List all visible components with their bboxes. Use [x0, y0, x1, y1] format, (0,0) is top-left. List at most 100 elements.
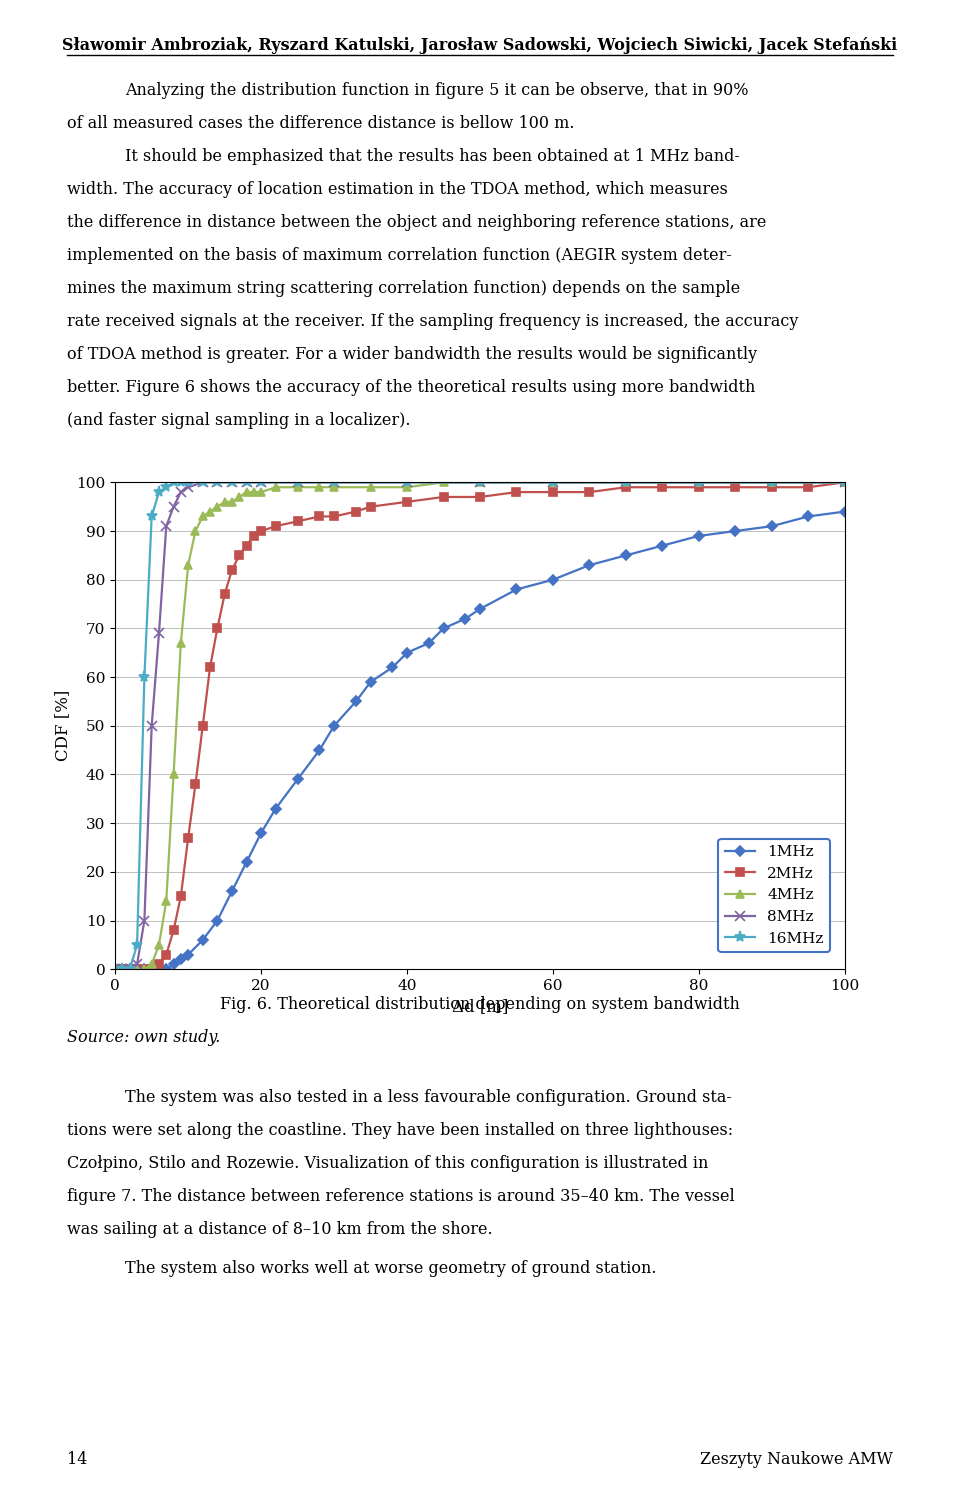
4MHz: [270, 478, 281, 496]
8MHz: [401, 473, 413, 491]
2MHz: [109, 960, 121, 978]
16MHz: [620, 473, 632, 491]
1MHz: [168, 956, 180, 974]
1MHz: [241, 854, 252, 872]
2MHz: [584, 484, 595, 502]
8MHz: [255, 473, 267, 491]
Line: 4MHz: 4MHz: [111, 478, 849, 974]
1MHz: [387, 659, 398, 677]
16MHz: [168, 473, 180, 491]
2MHz: [292, 512, 303, 530]
2MHz: [204, 659, 216, 677]
1MHz: [657, 536, 668, 554]
Y-axis label: CDF [%]: CDF [%]: [54, 691, 71, 761]
1MHz: [401, 644, 413, 662]
4MHz: [328, 478, 340, 496]
1MHz: [132, 960, 143, 978]
1MHz: [423, 634, 435, 652]
4MHz: [197, 508, 208, 526]
1MHz: [270, 800, 281, 818]
Text: the difference in distance between the object and neighboring reference stations: the difference in distance between the o…: [67, 214, 767, 231]
2MHz: [255, 523, 267, 541]
8MHz: [154, 625, 165, 643]
4MHz: [132, 960, 143, 978]
1MHz: [211, 912, 223, 930]
Line: 16MHz: 16MHz: [109, 476, 851, 975]
2MHz: [365, 497, 376, 515]
Text: Analyzing the distribution function in figure 5 it can be observe, that in 90%: Analyzing the distribution function in f…: [125, 82, 748, 99]
Text: Source: own study.: Source: own study.: [67, 1029, 221, 1046]
4MHz: [138, 960, 150, 978]
Text: mines the maximum string scattering correlation function) depends on the sample: mines the maximum string scattering corr…: [67, 280, 740, 297]
4MHz: [547, 473, 559, 491]
2MHz: [219, 586, 230, 604]
Text: Fig. 6. Theoretical distribution depending on system bandwidth: Fig. 6. Theoretical distribution dependi…: [220, 996, 740, 1013]
4MHz: [154, 936, 165, 954]
4MHz: [117, 960, 129, 978]
1MHz: [154, 960, 165, 978]
1MHz: [160, 960, 172, 978]
4MHz: [182, 556, 194, 574]
1MHz: [365, 673, 376, 691]
16MHz: [154, 484, 165, 502]
4MHz: [241, 484, 252, 502]
1MHz: [511, 581, 522, 599]
8MHz: [109, 960, 121, 978]
4MHz: [204, 503, 216, 521]
4MHz: [233, 488, 245, 506]
Text: implemented on the basis of maximum correlation function (AEGIR system deter-: implemented on the basis of maximum corr…: [67, 247, 732, 264]
16MHz: [693, 473, 705, 491]
8MHz: [227, 473, 238, 491]
8MHz: [168, 497, 180, 515]
16MHz: [124, 960, 135, 978]
1MHz: [124, 960, 135, 978]
1MHz: [803, 508, 814, 526]
2MHz: [693, 478, 705, 496]
2MHz: [839, 473, 851, 491]
2MHz: [657, 478, 668, 496]
2MHz: [154, 956, 165, 974]
Text: better. Figure 6 shows the accuracy of the theoretical results using more bandwi: better. Figure 6 shows the accuracy of t…: [67, 379, 756, 395]
1MHz: [255, 824, 267, 842]
2MHz: [248, 527, 259, 545]
2MHz: [233, 547, 245, 565]
4MHz: [211, 497, 223, 515]
2MHz: [227, 562, 238, 580]
8MHz: [839, 473, 851, 491]
4MHz: [401, 478, 413, 496]
Text: tions were set along the coastline. They have been installed on three lighthouse: tions were set along the coastline. They…: [67, 1122, 733, 1138]
8MHz: [138, 912, 150, 930]
2MHz: [328, 508, 340, 526]
8MHz: [124, 960, 135, 978]
Text: Sławomir Ambroziak, Ryszard Katulski, Jarosław Sadowski, Wojciech Siwicki, Jacek: Sławomir Ambroziak, Ryszard Katulski, Ja…: [62, 37, 898, 54]
1MHz: [138, 960, 150, 978]
2MHz: [160, 945, 172, 963]
1MHz: [109, 960, 121, 978]
4MHz: [474, 473, 486, 491]
1MHz: [730, 523, 741, 541]
16MHz: [241, 473, 252, 491]
2MHz: [350, 503, 362, 521]
Text: Zeszyty Naukowe AMW: Zeszyty Naukowe AMW: [700, 1452, 893, 1468]
8MHz: [182, 478, 194, 496]
8MHz: [693, 473, 705, 491]
2MHz: [474, 488, 486, 506]
16MHz: [547, 473, 559, 491]
Line: 8MHz: 8MHz: [110, 478, 850, 974]
4MHz: [438, 473, 449, 491]
8MHz: [328, 473, 340, 491]
2MHz: [146, 960, 157, 978]
16MHz: [109, 960, 121, 978]
Text: The system also works well at worse geometry of ground station.: The system also works well at worse geom…: [125, 1260, 657, 1276]
Text: width. The accuracy of location estimation in the TDOA method, which measures: width. The accuracy of location estimati…: [67, 181, 728, 198]
4MHz: [168, 765, 180, 783]
2MHz: [138, 960, 150, 978]
8MHz: [132, 956, 143, 974]
16MHz: [255, 473, 267, 491]
8MHz: [146, 718, 157, 736]
16MHz: [182, 473, 194, 491]
16MHz: [211, 473, 223, 491]
8MHz: [197, 473, 208, 491]
Text: The system was also tested in a less favourable configuration. Ground sta-: The system was also tested in a less fav…: [125, 1089, 732, 1106]
4MHz: [175, 634, 186, 652]
